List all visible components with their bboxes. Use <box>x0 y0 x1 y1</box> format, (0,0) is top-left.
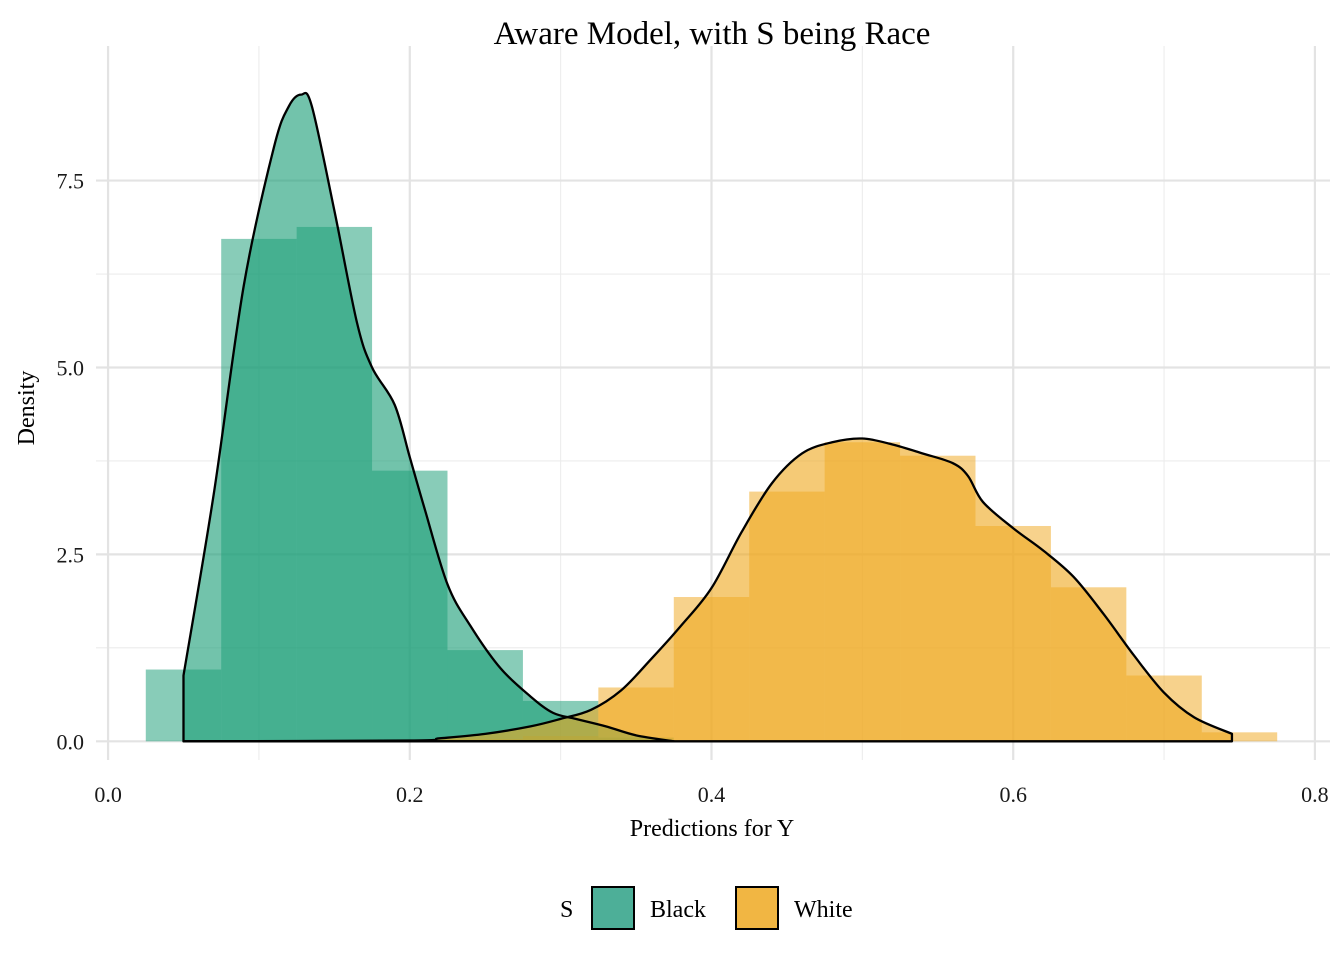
histogram-bar-white <box>1201 732 1278 742</box>
y-tick-label: 0.0 <box>57 729 85 754</box>
legend-label-black: Black <box>650 897 706 923</box>
chart-title: Aware Model, with S being Race <box>494 16 931 52</box>
x-tick-label: 0.0 <box>94 782 122 807</box>
y-tick-label: 5.0 <box>57 355 85 380</box>
legend: S Black White <box>560 886 853 930</box>
x-tick-label: 0.4 <box>698 782 726 807</box>
density-curve-white <box>182 437 1234 743</box>
density-area-black <box>183 92 674 742</box>
x-tick-label: 0.8 <box>1301 782 1329 807</box>
x-tick-label: 0.6 <box>999 782 1027 807</box>
legend-key-black <box>591 886 635 930</box>
legend-title: S <box>560 897 573 923</box>
y-axis-title: Density <box>14 371 40 446</box>
density-curves <box>182 91 1234 743</box>
x-axis-title: Predictions for Y <box>630 816 794 842</box>
axes: 0.0 0.2 0.4 0.6 0.8 0.0 2.5 5.0 7.5 <box>57 169 1329 807</box>
y-tick-label: 7.5 <box>57 169 85 194</box>
legend-label-white: White <box>794 897 853 923</box>
legend-key-white <box>735 886 779 930</box>
x-tick-label: 0.2 <box>396 782 424 807</box>
density-area-white <box>183 438 1232 742</box>
density-curve-black <box>182 91 675 743</box>
y-tick-label: 2.5 <box>57 542 85 567</box>
density-areas <box>183 92 1232 742</box>
